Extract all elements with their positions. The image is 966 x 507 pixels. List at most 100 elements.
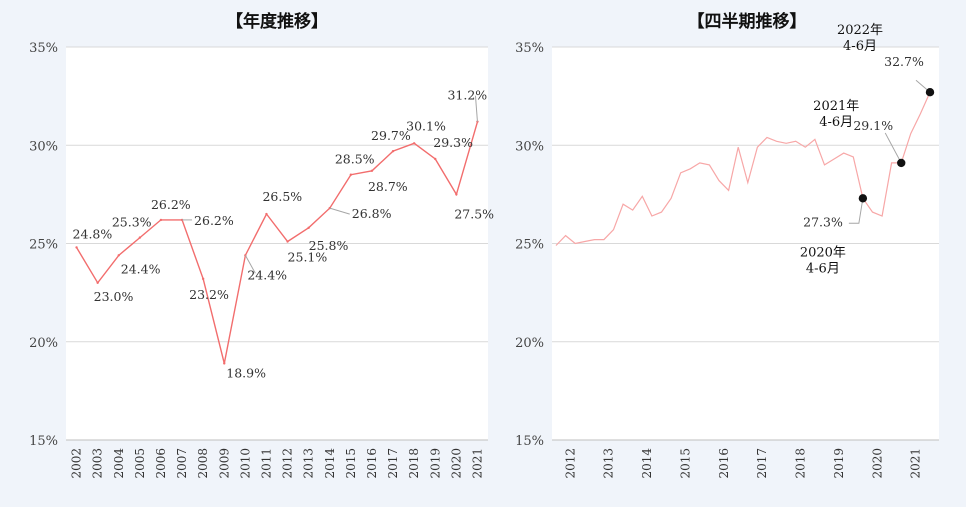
annual-data-point — [391, 149, 395, 153]
quarterly-period-label: 2022年 — [837, 23, 883, 38]
quarterly-y-tick-label: 15% — [515, 434, 544, 449]
annual-data-label: 25.8% — [309, 238, 349, 253]
annual-data-point — [349, 173, 353, 176]
quarterly-period-label: 2020年 — [800, 245, 846, 260]
annual-x-tick-label: 2014 — [323, 448, 337, 479]
quarterly-x-tick-label: 2016 — [717, 448, 731, 479]
annual-data-label: 24.4% — [121, 261, 161, 276]
annual-x-tick-label: 2015 — [344, 448, 358, 479]
annual-data-point — [412, 142, 416, 145]
annual-data-point — [286, 240, 289, 243]
quarterly-chart: 【四半期推移】 15% 20% 25% 30% 35% 2012 2013 2014 2015 2… — [515, 11, 939, 479]
annual-x-tick-label: 2007 — [175, 448, 189, 479]
quarterly-data-label: 29.1% — [853, 118, 893, 133]
quarterly-series-line — [555, 91, 931, 246]
annual-x-tick-label: 2016 — [365, 448, 379, 479]
quarterly-y-tick-label: 30% — [515, 139, 544, 154]
annual-y-tick-label: 15% — [29, 434, 58, 449]
annual-data-point — [138, 236, 142, 239]
annual-data-label: 23.2% — [189, 287, 229, 302]
quarterly-data-label: 32.7% — [884, 54, 924, 69]
quarterly-y-tick-label: 35% — [515, 41, 544, 56]
quarterly-marks: 15% 20% 25% 30% 35% 2012 2013 2014 2015 2016 2017 2… — [515, 23, 939, 479]
annual-label-leader — [329, 207, 350, 215]
annual-label-leader — [244, 255, 256, 274]
quarterly-x-tick-label: 2018 — [794, 448, 808, 479]
annual-x-tick-label: 2002 — [70, 448, 84, 479]
annual-data-point — [370, 169, 374, 172]
quarterly-x-tick-label: 2013 — [602, 448, 616, 479]
annual-data-point — [434, 157, 437, 161]
annual-chart: 【年度推移】 15% 20% 25% 30% 35% 2002 2003 2004 2005 20… — [29, 11, 494, 479]
annual-data-label: 26.2% — [194, 213, 234, 228]
quarterly-period-label: 4-6月 — [843, 39, 877, 54]
quarterly-highlight-point — [925, 87, 935, 97]
annual-x-tick-label: 2005 — [133, 448, 147, 479]
annual-x-tick-label: 2003 — [91, 448, 105, 479]
annual-x-tick-label: 2012 — [281, 448, 295, 479]
annual-data-label: 24.8% — [73, 226, 113, 241]
quarterly-x-tick-label: 2019 — [832, 448, 846, 479]
annual-y-tick-label: 25% — [29, 238, 58, 253]
quarterly-period-label: 2021年 — [813, 99, 859, 114]
quarterly-label-leader — [884, 132, 902, 164]
annual-data-label: 27.5% — [454, 206, 494, 221]
annual-x-tick-label: 2008 — [196, 448, 210, 479]
annual-marks: 15% 20% 25% 30% 35% 2002 2003 2004 2005 2006 2007 2… — [29, 41, 494, 479]
annual-y-tick-label: 35% — [29, 41, 58, 56]
annual-y-tick-label: 20% — [29, 336, 58, 351]
quarterly-data-label: 27.3% — [803, 214, 843, 229]
annual-data-label: 25.1% — [288, 250, 328, 265]
annual-data-label: 23.0% — [94, 289, 134, 304]
quarterly-highlight-point — [858, 194, 868, 203]
annual-data-label: 26.5% — [262, 189, 302, 204]
annual-series-line — [75, 121, 479, 364]
annual-data-label: 31.2% — [447, 88, 487, 103]
annual-x-tick-label: 2017 — [386, 448, 400, 479]
quarterly-x-tick-label: 2012 — [563, 448, 577, 479]
quarterly-period-label: 4-6月 — [806, 261, 840, 276]
annual-data-point — [201, 277, 205, 281]
annual-data-label: 29.3% — [433, 135, 473, 150]
quarterly-x-tick-label: 2017 — [755, 448, 769, 479]
annual-x-tick-label: 2004 — [112, 448, 126, 479]
annual-data-label: 28.5% — [335, 152, 375, 167]
quarterly-y-tick-label: 25% — [515, 238, 544, 253]
annual-data-point — [96, 281, 99, 284]
annual-data-point — [455, 193, 458, 196]
annual-data-label: 18.9% — [226, 365, 266, 380]
quarterly-period-label: 4-6月 — [819, 115, 853, 130]
annual-x-tick-label: 2020 — [449, 448, 463, 479]
quarterly-x-tick-label: 2021 — [909, 448, 923, 479]
annual-data-point — [265, 212, 268, 216]
annual-data-label: 29.7% — [371, 128, 411, 143]
annual-data-point — [307, 226, 310, 229]
annual-data-point — [159, 218, 163, 222]
annual-x-tick-label: 2013 — [302, 448, 316, 479]
annual-chart-title: 【年度推移】 — [226, 11, 328, 32]
annual-data-point — [117, 254, 120, 257]
annual-data-label: 26.2% — [151, 197, 191, 212]
annual-y-tick-label: 30% — [29, 139, 58, 154]
quarterly-y-tick-label: 20% — [515, 336, 544, 351]
annual-x-tick-label: 2021 — [470, 448, 484, 479]
annual-data-point — [223, 362, 226, 365]
quarterly-highlight-point — [897, 158, 906, 168]
quarterly-x-tick-label: 2020 — [870, 448, 884, 479]
annual-x-tick-label: 2011 — [259, 448, 273, 479]
quarterly-chart-title: 【四半期推移】 — [688, 11, 807, 32]
annual-x-tick-label: 2009 — [217, 448, 231, 479]
annual-data-label: 25.3% — [112, 215, 152, 230]
annual-data-label: 26.8% — [352, 206, 392, 221]
annual-data-point — [75, 246, 78, 249]
annual-x-tick-label: 2006 — [154, 448, 168, 479]
annual-data-label: 28.7% — [368, 179, 408, 194]
annual-data-label: 30.1% — [406, 118, 446, 133]
annual-x-tick-label: 2010 — [238, 448, 252, 479]
annual-x-tick-label: 2019 — [428, 448, 442, 479]
annual-label-leader — [474, 95, 478, 122]
quarterly-x-tick-label: 2014 — [640, 448, 654, 479]
annual-x-tick-label: 2018 — [407, 448, 421, 479]
quarterly-x-tick-label: 2015 — [678, 448, 692, 479]
